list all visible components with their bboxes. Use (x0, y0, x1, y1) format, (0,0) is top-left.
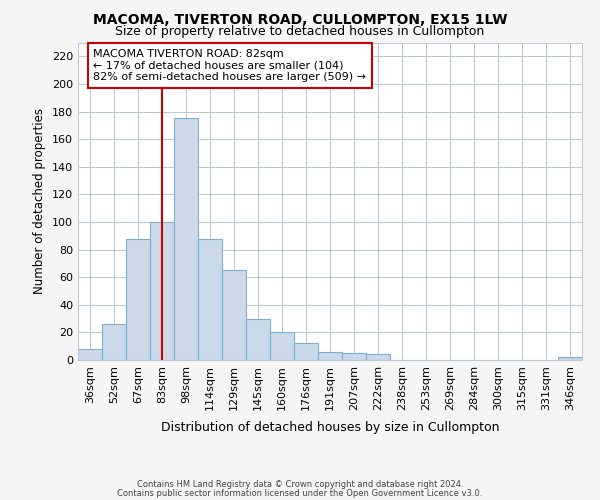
Y-axis label: Number of detached properties: Number of detached properties (34, 108, 46, 294)
Bar (246, 318, 270, 360)
Text: MACOMA TIVERTON ROAD: 82sqm
← 17% of detached houses are smaller (104)
82% of se: MACOMA TIVERTON ROAD: 82sqm ← 17% of det… (93, 49, 366, 82)
Bar (294, 344, 318, 360)
Text: MACOMA, TIVERTON ROAD, CULLOMPTON, EX15 1LW: MACOMA, TIVERTON ROAD, CULLOMPTON, EX15 … (93, 12, 507, 26)
Bar (174, 118, 198, 360)
X-axis label: Distribution of detached houses by size in Cullompton: Distribution of detached houses by size … (161, 421, 499, 434)
Bar (366, 354, 390, 360)
Text: Contains public sector information licensed under the Open Government Licence v3: Contains public sector information licen… (118, 488, 482, 498)
Bar (150, 222, 174, 360)
Text: Size of property relative to detached houses in Cullompton: Size of property relative to detached ho… (115, 25, 485, 38)
Bar (222, 270, 246, 360)
Bar (198, 238, 222, 360)
Bar (558, 357, 582, 360)
Bar (270, 332, 294, 360)
Bar (102, 324, 126, 360)
Bar (342, 353, 366, 360)
Text: Contains HM Land Registry data © Crown copyright and database right 2024.: Contains HM Land Registry data © Crown c… (137, 480, 463, 489)
Bar (78, 349, 102, 360)
Bar (318, 352, 342, 360)
Bar (126, 238, 150, 360)
